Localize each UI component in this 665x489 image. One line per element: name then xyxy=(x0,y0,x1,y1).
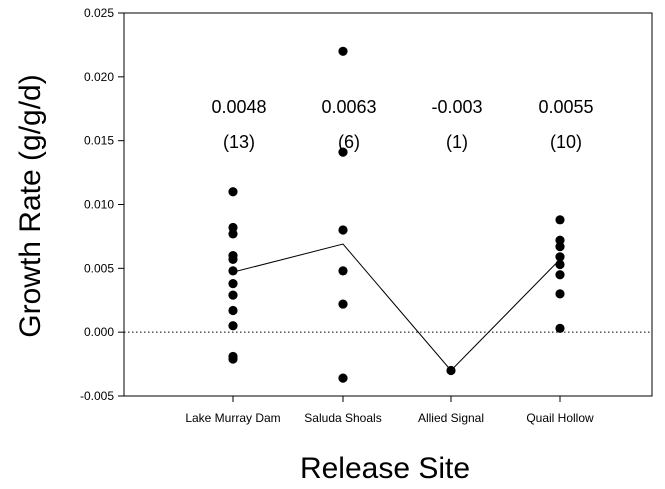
mean-line xyxy=(232,243,561,372)
y-tick-label: 0.020 xyxy=(84,70,114,84)
data-point xyxy=(555,242,565,252)
data-point xyxy=(228,222,238,233)
y-tick-label: 0.010 xyxy=(84,198,114,212)
data-point xyxy=(555,289,565,299)
data-point xyxy=(228,229,238,239)
count-label: (6) xyxy=(338,132,360,152)
x-axis-category-labels: Lake Murray Dam Saluda Shoals Allied Signa… xyxy=(185,411,594,425)
data-point xyxy=(555,235,565,245)
data-point xyxy=(446,365,456,376)
mean-label: 0.0063 xyxy=(321,97,376,117)
annotations: 0.0048 (13) 0.0063 (6) -0.003 (1) 0.0055 (10) xyxy=(211,97,593,152)
data-point xyxy=(228,290,238,300)
mean-label: 0.0048 xyxy=(211,97,266,117)
y-axis-title: Growth Rate (g/g/d) xyxy=(14,74,47,337)
data-point xyxy=(228,254,238,264)
y-tick-label: 0.000 xyxy=(84,325,114,339)
data-point xyxy=(338,225,348,235)
data-point xyxy=(228,305,238,316)
data-point xyxy=(555,259,565,270)
count-label: (13) xyxy=(223,132,255,152)
data-point xyxy=(338,46,348,56)
data-point xyxy=(338,373,348,383)
data-point xyxy=(555,252,565,262)
mean-label: 0.0055 xyxy=(538,97,593,117)
category-label: Quail Hollow xyxy=(526,411,594,425)
y-tick-label: -0.005 xyxy=(80,389,114,403)
y-axis-ticks: -0.005 0.000 0.005 0.010 0.015 0.020 0.025 xyxy=(80,6,561,403)
count-label: (10) xyxy=(550,132,582,152)
data-point xyxy=(555,270,565,280)
mean-label: -0.003 xyxy=(431,97,482,117)
data-point xyxy=(228,321,238,331)
data-point xyxy=(338,299,348,309)
category-label: Allied Signal xyxy=(418,411,484,425)
category-label: Saluda Shoals xyxy=(304,411,381,425)
data-point xyxy=(555,215,565,225)
data-point xyxy=(228,279,238,289)
y-tick-label: 0.025 xyxy=(84,6,114,20)
y-tick-label: 0.015 xyxy=(84,134,114,148)
data-point xyxy=(228,187,238,197)
data-point xyxy=(338,266,348,276)
mean-polyline xyxy=(232,243,561,372)
plot-border xyxy=(123,12,653,397)
data-point xyxy=(228,266,238,276)
data-point xyxy=(228,354,238,364)
count-label: (1) xyxy=(446,132,468,152)
data-points xyxy=(228,46,565,383)
data-point xyxy=(555,323,565,333)
data-point xyxy=(338,147,348,157)
plot-frame xyxy=(123,12,653,397)
x-axis-title: Release Site xyxy=(300,452,470,485)
y-tick-label: 0.005 xyxy=(84,261,114,275)
category-label: Lake Murray Dam xyxy=(185,411,280,425)
